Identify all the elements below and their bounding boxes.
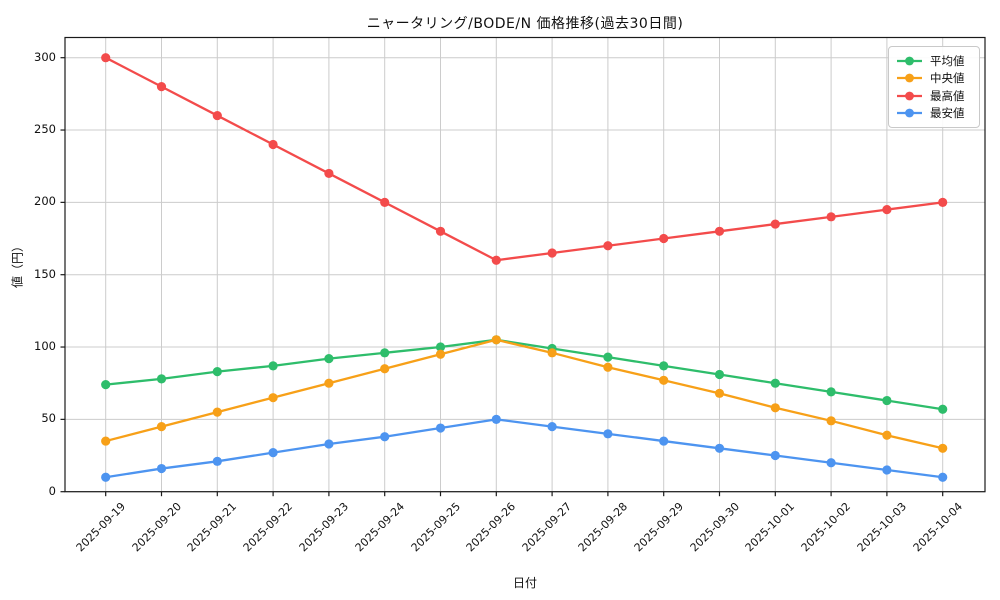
data-point-median [156, 422, 167, 432]
data-point-min [101, 472, 111, 482]
y-axis-tick-label: 50 [41, 411, 56, 426]
y-axis-tick-label: 0 [48, 483, 56, 498]
y-axis-tick-label: 150 [34, 266, 56, 281]
legend-label: 平均値 [930, 54, 965, 68]
data-point-average [268, 361, 278, 371]
data-point-median [826, 416, 836, 426]
data-point-max [156, 82, 167, 92]
data-point-average [659, 361, 669, 371]
x-axis-label: 日付 [512, 576, 537, 590]
data-point-min [435, 423, 446, 433]
data-point-median [603, 362, 613, 372]
legend-label: 中央値 [930, 71, 965, 86]
data-point-average [826, 387, 836, 397]
data-point-median [882, 430, 892, 440]
data-point-median [324, 378, 334, 388]
data-point-max [826, 212, 836, 222]
data-point-min [324, 439, 334, 449]
y-axis-tick-label: 200 [34, 194, 56, 209]
legend-marker-max [897, 91, 922, 101]
data-point-median [770, 403, 780, 413]
data-point-max [547, 248, 557, 258]
data-point-median [547, 348, 557, 358]
legend-item-min: 最安値 [896, 105, 971, 121]
legend-item-average: 平均値 [896, 53, 971, 69]
legend-marker-median [897, 73, 922, 83]
data-point-min [770, 450, 780, 461]
data-point-max [324, 168, 334, 179]
data-point-average [435, 342, 446, 352]
data-point-min [659, 436, 669, 446]
data-point-min [547, 422, 557, 432]
data-point-max [882, 205, 892, 215]
data-point-average [324, 354, 334, 364]
data-point-average [603, 352, 613, 362]
data-point-max [212, 110, 222, 121]
data-point-min [380, 432, 390, 442]
data-point-min [826, 458, 836, 468]
data-point-max [101, 53, 111, 63]
series-line-min [105, 418, 943, 479]
data-point-max [380, 197, 390, 207]
data-point-average [380, 348, 390, 358]
y-axis-tick-label: 100 [34, 339, 56, 354]
data-point-median [659, 375, 669, 385]
legend-label: 最高値 [930, 88, 965, 103]
data-point-median [212, 407, 222, 417]
data-point-min [603, 429, 613, 439]
data-point-median [101, 436, 111, 446]
data-point-min [268, 448, 278, 458]
data-point-median [435, 349, 446, 359]
data-point-min [714, 443, 725, 453]
data-point-median [491, 335, 501, 345]
data-point-max [770, 219, 780, 229]
data-point-min [938, 472, 948, 482]
data-point-min [882, 465, 892, 475]
data-point-average [882, 395, 892, 406]
data-point-max [268, 139, 278, 150]
legend-marker-min [897, 108, 922, 118]
data-point-average [212, 367, 222, 377]
data-point-max [491, 255, 501, 265]
legend-marker-average [897, 56, 922, 66]
data-point-max [435, 226, 446, 236]
data-point-min [156, 463, 167, 474]
legend-item-max: 最高値 [896, 88, 971, 104]
data-point-max [714, 226, 725, 236]
data-point-average [101, 380, 111, 390]
data-point-min [212, 456, 222, 466]
data-point-min [491, 414, 501, 424]
legend-item-median: 中央値 [896, 70, 971, 86]
legend: 平均値中央値最高値最安値 [888, 46, 980, 128]
data-point-average [714, 369, 725, 380]
data-point-median [938, 443, 948, 453]
data-point-median [380, 364, 390, 374]
plot-border [64, 36, 986, 493]
y-axis-label: 値（円） [10, 239, 25, 289]
y-axis-tick-label: 250 [34, 122, 56, 137]
data-point-max [659, 233, 669, 244]
legend-label: 最安値 [930, 105, 965, 120]
y-axis-tick-label: 300 [34, 49, 56, 64]
data-point-max [603, 241, 613, 251]
series-line-max [105, 56, 943, 262]
series-line-average [105, 338, 943, 411]
data-point-average [938, 404, 948, 414]
data-point-median [268, 393, 278, 403]
chart-title: ニャータリング/BODE/N 価格推移(過去30日間) [366, 16, 684, 32]
data-point-median [714, 388, 725, 398]
data-point-average [770, 378, 780, 388]
data-point-max [938, 197, 948, 207]
data-point-average [156, 374, 167, 384]
series-line-median [105, 338, 943, 450]
